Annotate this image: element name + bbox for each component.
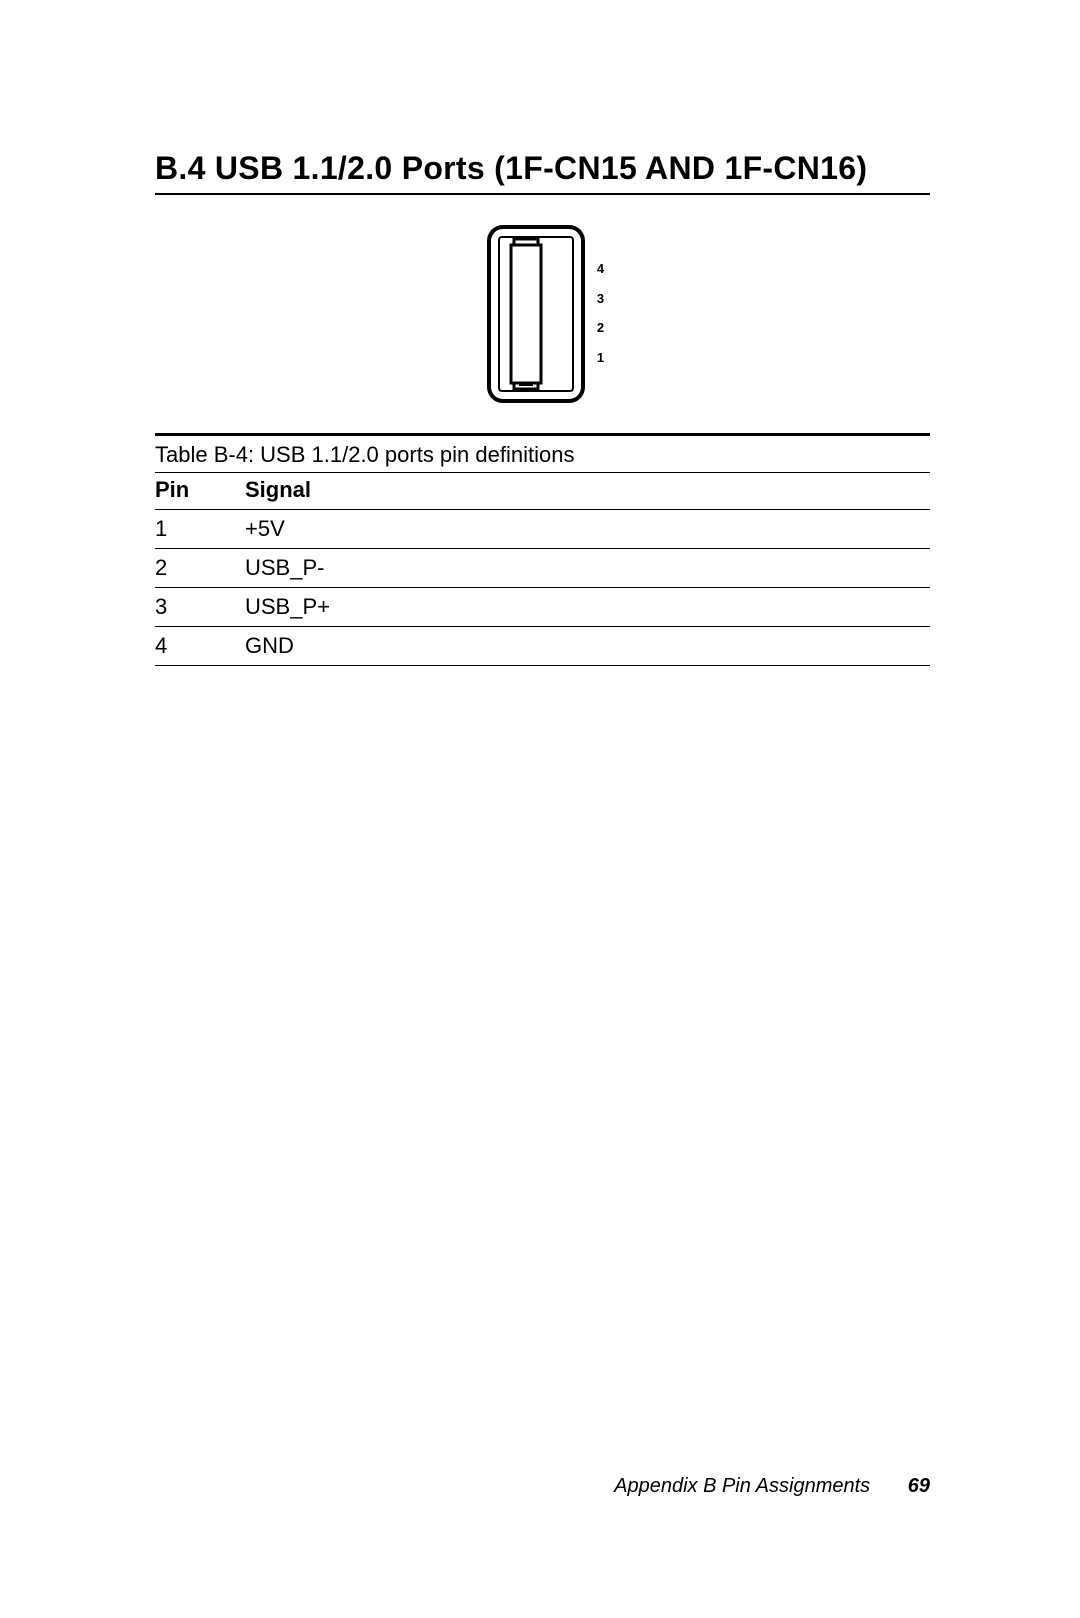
table-row: 2 USB_P- (155, 549, 930, 588)
table-row: 3 USB_P+ (155, 588, 930, 627)
column-header-pin: Pin (155, 473, 245, 510)
page-footer: Appendix B Pin Assignments 69 (614, 1475, 930, 1498)
footer-appendix-label: Appendix B Pin Assignments (614, 1475, 870, 1497)
cell-signal: USB_P+ (245, 588, 930, 627)
document-page: B.4 USB 1.1/2.0 Ports (1F-CN15 AND 1F-CN… (0, 0, 1080, 666)
pin-number-labels: 4 3 2 1 (597, 239, 604, 389)
cell-pin: 4 (155, 627, 245, 666)
cell-signal: +5V (245, 510, 930, 549)
pin-label: 1 (597, 346, 604, 371)
pin-label: 3 (597, 287, 604, 312)
cell-pin: 1 (155, 510, 245, 549)
section-heading: B.4 USB 1.1/2.0 Ports (1F-CN15 AND 1F-CN… (155, 150, 930, 195)
cell-pin: 2 (155, 549, 245, 588)
pin-label: 2 (597, 316, 604, 341)
pin-label: 4 (597, 257, 604, 282)
pin-definitions-table: Table B-4: USB 1.1/2.0 ports pin definit… (155, 433, 930, 666)
usb-connector-icon (481, 219, 591, 409)
footer-page-number: 69 (908, 1475, 930, 1497)
connector-diagram: 4 3 2 1 (155, 219, 930, 409)
cell-signal: GND (245, 627, 930, 666)
table-caption: Table B-4: USB 1.1/2.0 ports pin definit… (155, 433, 930, 472)
pin-table: Pin Signal 1 +5V 2 USB_P- 3 USB_P+ (155, 472, 930, 666)
cell-pin: 3 (155, 588, 245, 627)
table-row: 4 GND (155, 627, 930, 666)
cell-signal: USB_P- (245, 549, 930, 588)
table-row: 1 +5V (155, 510, 930, 549)
column-header-signal: Signal (245, 473, 930, 510)
